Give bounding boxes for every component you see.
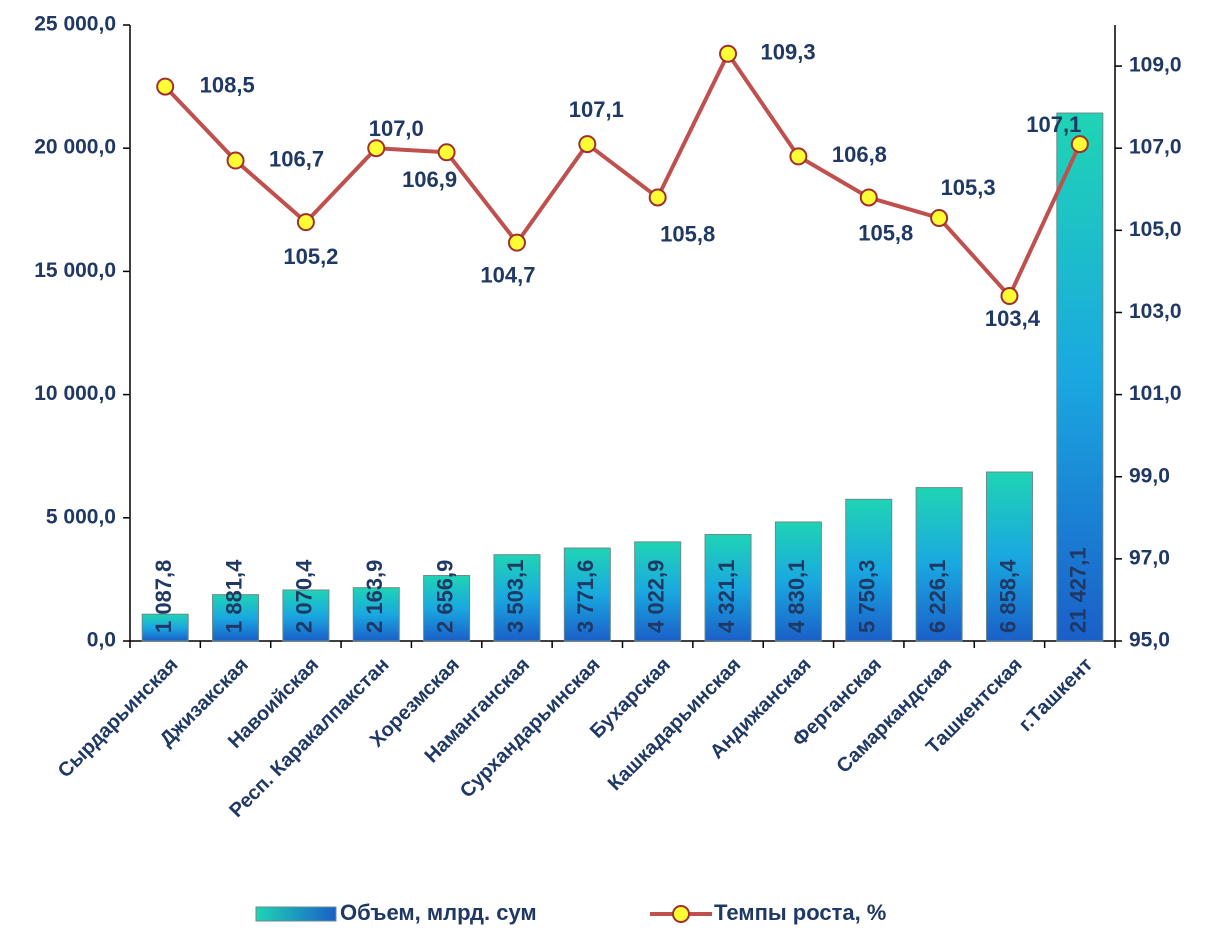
y-tick-label: 10 000,0	[34, 382, 116, 405]
line-value-label: 108,5	[200, 72, 255, 97]
line-marker	[507, 233, 526, 252]
bar-value-label: 2 656,9	[432, 560, 457, 633]
bar	[352, 587, 400, 642]
bar	[212, 594, 260, 642]
bar	[915, 487, 963, 642]
bar-value-label: 5 750,3	[855, 560, 880, 633]
bar-value-label: 4 830,1	[784, 560, 809, 633]
y2-tick-label: 107,0	[1129, 136, 1182, 159]
line	[163, 49, 1082, 300]
y2-tick-label: 109,0	[1129, 54, 1182, 77]
x-tick-label: Кашкадарьинская	[604, 654, 745, 795]
line-marker	[367, 139, 386, 158]
bar-value-label: 6 858,4	[995, 559, 1020, 633]
line-value-label: 106,7	[269, 146, 324, 171]
bar-value-label: 2 163,9	[362, 560, 387, 633]
line-value-label: 106,9	[402, 167, 457, 192]
line-value-label: 105,2	[283, 244, 338, 269]
line-value-label: 106,8	[832, 142, 887, 167]
line-value-label: 105,3	[941, 175, 996, 200]
y-tick-label: 0,0	[87, 629, 116, 652]
line-value-label: 104,7	[480, 262, 535, 287]
line-value-label: 109,3	[761, 40, 816, 65]
line-marker	[789, 147, 808, 166]
line-marker	[226, 151, 245, 170]
legend-label: Объем, млрд. сум	[340, 900, 537, 925]
y-tick-label: 15 000,0	[34, 259, 116, 282]
line-value-label: 105,8	[660, 221, 715, 246]
legend-label: Темпы роста, %	[714, 900, 886, 925]
y2-tick-label: 99,0	[1129, 464, 1170, 487]
bar-value-label: 6 226,1	[925, 560, 950, 633]
bar	[985, 471, 1033, 642]
line-marker	[719, 44, 738, 63]
line-marker	[648, 188, 667, 207]
bar-value-label: 21 427,1	[1066, 547, 1091, 633]
line-value-label: 107,1	[1026, 112, 1081, 137]
line-marker	[859, 188, 878, 207]
bar	[845, 498, 893, 642]
legend-marker	[672, 905, 690, 923]
bar-value-label: 2 070,4	[292, 559, 317, 633]
bar	[1056, 112, 1104, 642]
bar-value-label: 3 503,1	[503, 560, 528, 633]
line-marker	[156, 77, 175, 96]
line-marker	[1070, 135, 1089, 154]
bar-value-label: 1 087,8	[151, 560, 176, 633]
bar-value-label: 4 321,1	[714, 560, 739, 633]
x-tick-label: Сурхандарьинская	[456, 654, 605, 803]
bar-value-label: 3 771,6	[573, 560, 598, 633]
line-value-label: 105,8	[858, 220, 913, 245]
bar-value-label: 1 881,4	[221, 559, 246, 633]
y2-tick-label: 105,0	[1129, 218, 1182, 241]
line-marker	[930, 209, 949, 228]
bar	[141, 613, 189, 642]
y2-tick-label: 101,0	[1129, 382, 1182, 405]
y2-tick-label: 95,0	[1129, 629, 1170, 652]
line-marker	[296, 213, 315, 232]
y-tick-label: 5 000,0	[46, 505, 116, 528]
line-marker	[578, 135, 597, 154]
bar	[282, 589, 330, 642]
y2-tick-label: 97,0	[1129, 546, 1170, 569]
bar	[423, 575, 471, 642]
line-value-label: 107,1	[569, 97, 624, 122]
line-value-label: 103,4	[985, 306, 1041, 331]
y-tick-label: 25 000,0	[34, 13, 116, 36]
bar	[774, 521, 822, 642]
line-marker	[1000, 287, 1019, 306]
bar	[563, 547, 611, 642]
x-tick-label: Сырдарьинская	[54, 654, 183, 783]
bar	[704, 534, 752, 642]
legend-swatch	[255, 906, 337, 922]
y-tick-label: 20 000,0	[34, 136, 116, 159]
bar	[493, 554, 541, 642]
line-marker	[437, 143, 456, 162]
bar-value-label: 4 022,9	[643, 560, 668, 633]
y2-tick-label: 103,0	[1129, 300, 1182, 323]
bar	[634, 541, 682, 642]
x-tick-label: г.Ташкент	[1015, 654, 1097, 736]
line-value-label: 107,0	[369, 116, 424, 141]
